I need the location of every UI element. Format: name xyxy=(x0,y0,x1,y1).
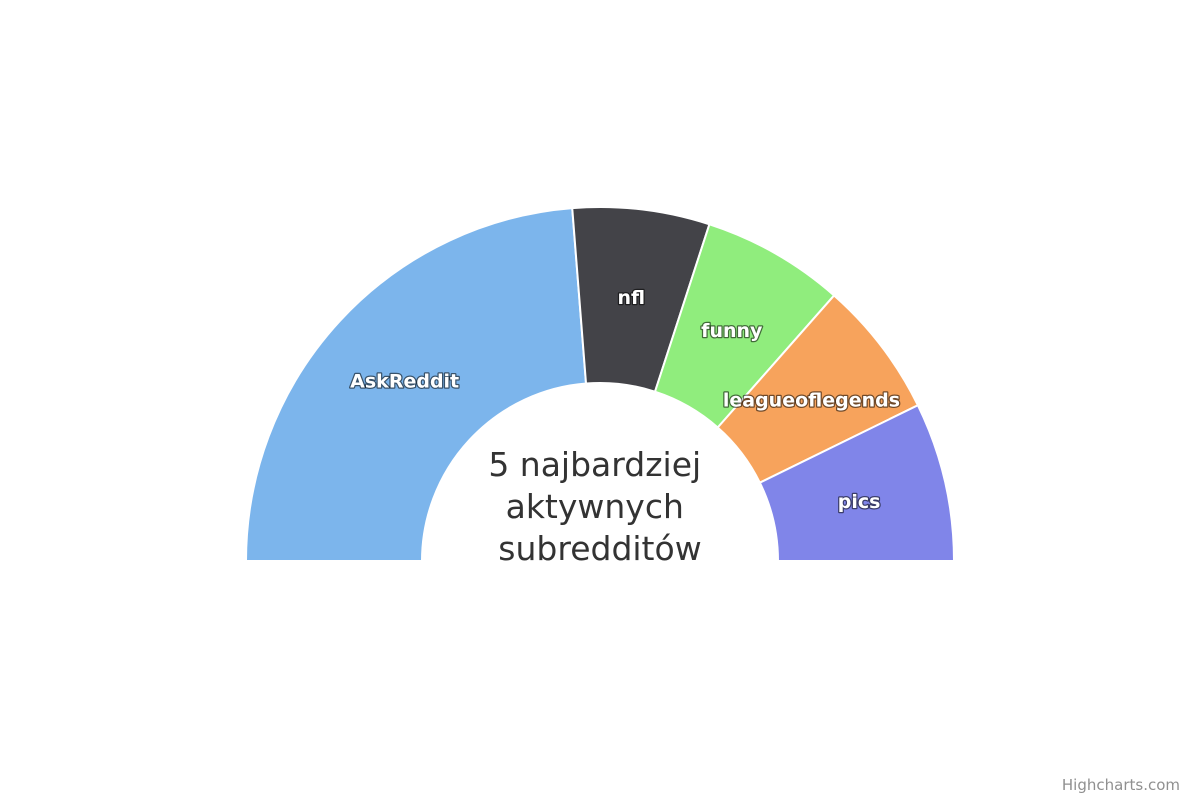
chart-title-line-3: subredditów xyxy=(498,529,701,568)
data-label-funny: funny xyxy=(701,320,763,342)
chart-title-line-1: 5 najbardziej xyxy=(488,445,701,484)
chart-title: 5 najbardziej aktywnych subredditów xyxy=(488,445,711,568)
data-label-askreddit: AskReddit xyxy=(350,370,459,392)
chart-slices xyxy=(244,206,956,562)
slice-askreddit[interactable] xyxy=(244,207,588,562)
credits-link[interactable]: Highcharts.com xyxy=(1062,776,1180,794)
data-label-nfl: nfl xyxy=(617,287,645,309)
slice-pics[interactable] xyxy=(758,403,956,562)
chart-title-line-2: aktywnych xyxy=(506,487,684,526)
data-label-leagueoflegends: leagueoflegends xyxy=(723,390,900,412)
data-label-pics: pics xyxy=(838,491,881,513)
chart-data-labels: AskReddit nfl funny leagueoflegends pics xyxy=(349,286,901,515)
